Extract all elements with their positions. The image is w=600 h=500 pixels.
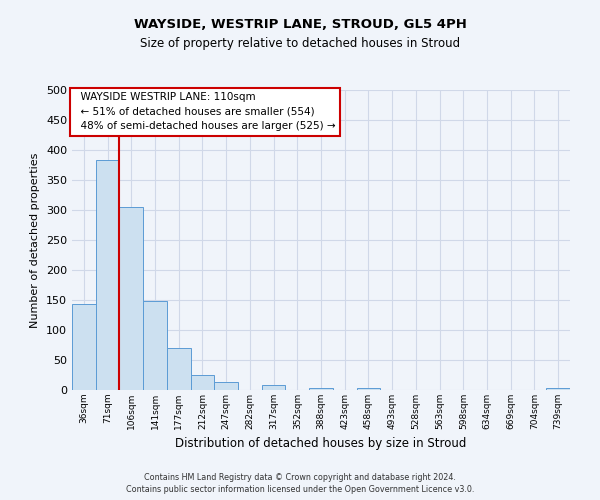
X-axis label: Distribution of detached houses by size in Stroud: Distribution of detached houses by size …: [175, 438, 467, 450]
Bar: [356, 388, 380, 390]
Text: WAYSIDE, WESTRIP LANE, STROUD, GL5 4PH: WAYSIDE, WESTRIP LANE, STROUD, GL5 4PH: [134, 18, 466, 30]
Bar: [309, 388, 333, 390]
Bar: [167, 348, 191, 390]
Y-axis label: Number of detached properties: Number of detached properties: [31, 152, 40, 328]
Bar: [96, 160, 119, 390]
Bar: [214, 382, 238, 390]
Text: Size of property relative to detached houses in Stroud: Size of property relative to detached ho…: [140, 38, 460, 51]
Bar: [546, 388, 570, 390]
Bar: [119, 207, 143, 390]
Bar: [72, 304, 96, 390]
Bar: [191, 375, 214, 390]
Bar: [262, 384, 286, 390]
Text: Contains HM Land Registry data © Crown copyright and database right 2024.: Contains HM Land Registry data © Crown c…: [144, 472, 456, 482]
Bar: [143, 300, 167, 390]
Text: WAYSIDE WESTRIP LANE: 110sqm
  ← 51% of detached houses are smaller (554)
  48% : WAYSIDE WESTRIP LANE: 110sqm ← 51% of de…: [74, 92, 336, 132]
Text: Contains public sector information licensed under the Open Government Licence v3: Contains public sector information licen…: [126, 485, 474, 494]
